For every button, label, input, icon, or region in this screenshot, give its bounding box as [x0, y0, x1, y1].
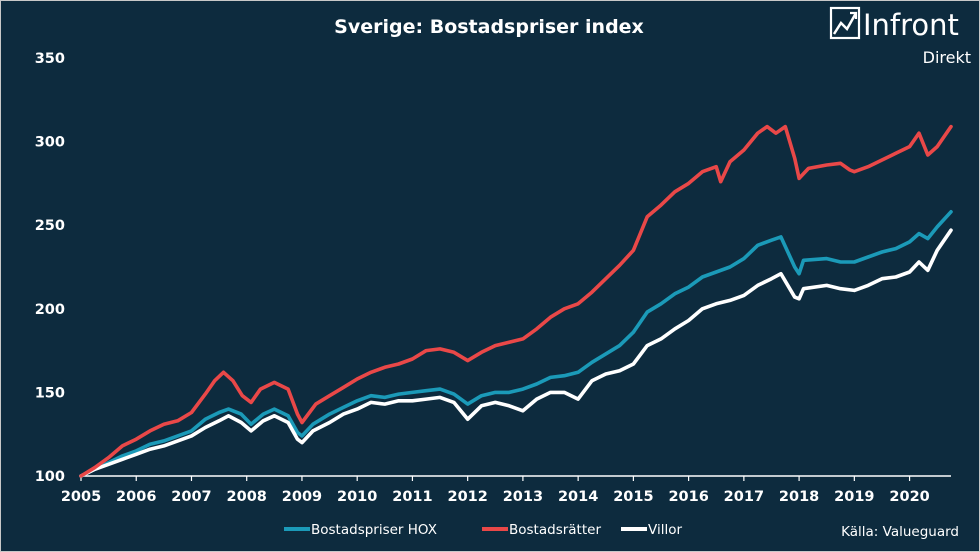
- x-tick-label: 2019: [834, 489, 874, 505]
- x-tick-label: 2020: [889, 489, 929, 505]
- series-line-bostadspriser-hox: [79, 210, 953, 478]
- y-tick-label: 100: [35, 469, 65, 485]
- x-tick-label: 2007: [171, 489, 211, 505]
- brand-logo: Infront Direkt: [829, 6, 971, 67]
- y-tick-label: 150: [35, 385, 65, 401]
- y-tick-label: 200: [35, 302, 65, 318]
- source-note: Källa: Valueguard: [841, 524, 959, 540]
- y-tick-label: 350: [35, 51, 65, 67]
- x-tick-label: 2015: [613, 489, 653, 505]
- x-tick-label: 2006: [116, 489, 156, 505]
- legend-label: Bostadsrätter: [509, 522, 601, 538]
- series-line-villor: [79, 228, 953, 478]
- x-tick-label: 2008: [227, 489, 267, 505]
- chart-trend-icon: [829, 6, 861, 40]
- legend-label: Bostadspriser HOX: [311, 522, 437, 538]
- x-tick-label: 2016: [668, 489, 708, 505]
- plot-lines: [79, 124, 953, 478]
- y-axis-ticks: 100 150 200 250 300 350: [35, 51, 65, 485]
- y-tick-label: 250: [35, 218, 65, 234]
- x-tick-label: 2012: [447, 489, 487, 505]
- brand-sub: Direkt: [923, 48, 971, 67]
- x-tick-label: 2017: [724, 489, 764, 505]
- x-tick-label: 2010: [337, 489, 377, 505]
- chart-title: Sverige: Bostadspriser index: [334, 16, 644, 38]
- brand-name: Infront: [863, 8, 959, 42]
- x-tick-label: 2013: [503, 489, 543, 505]
- y-tick-label: 300: [35, 135, 65, 151]
- x-tick-label: 2018: [779, 489, 819, 505]
- x-tick-label: 2005: [61, 489, 101, 505]
- x-tick-label: 2009: [282, 489, 322, 505]
- legend: Bostadspriser HOX Bostadsrätter Villor: [284, 522, 682, 538]
- x-tick-label: 2014: [558, 489, 598, 505]
- legend-label: Villor: [648, 522, 682, 538]
- series-line-bostadsr-tter: [79, 124, 953, 478]
- x-axis-ticks: 2005 2006 2007 2008 2009 2010 2011 2012 2013 2014…: [61, 476, 930, 505]
- x-tick-label: 2011: [392, 489, 432, 505]
